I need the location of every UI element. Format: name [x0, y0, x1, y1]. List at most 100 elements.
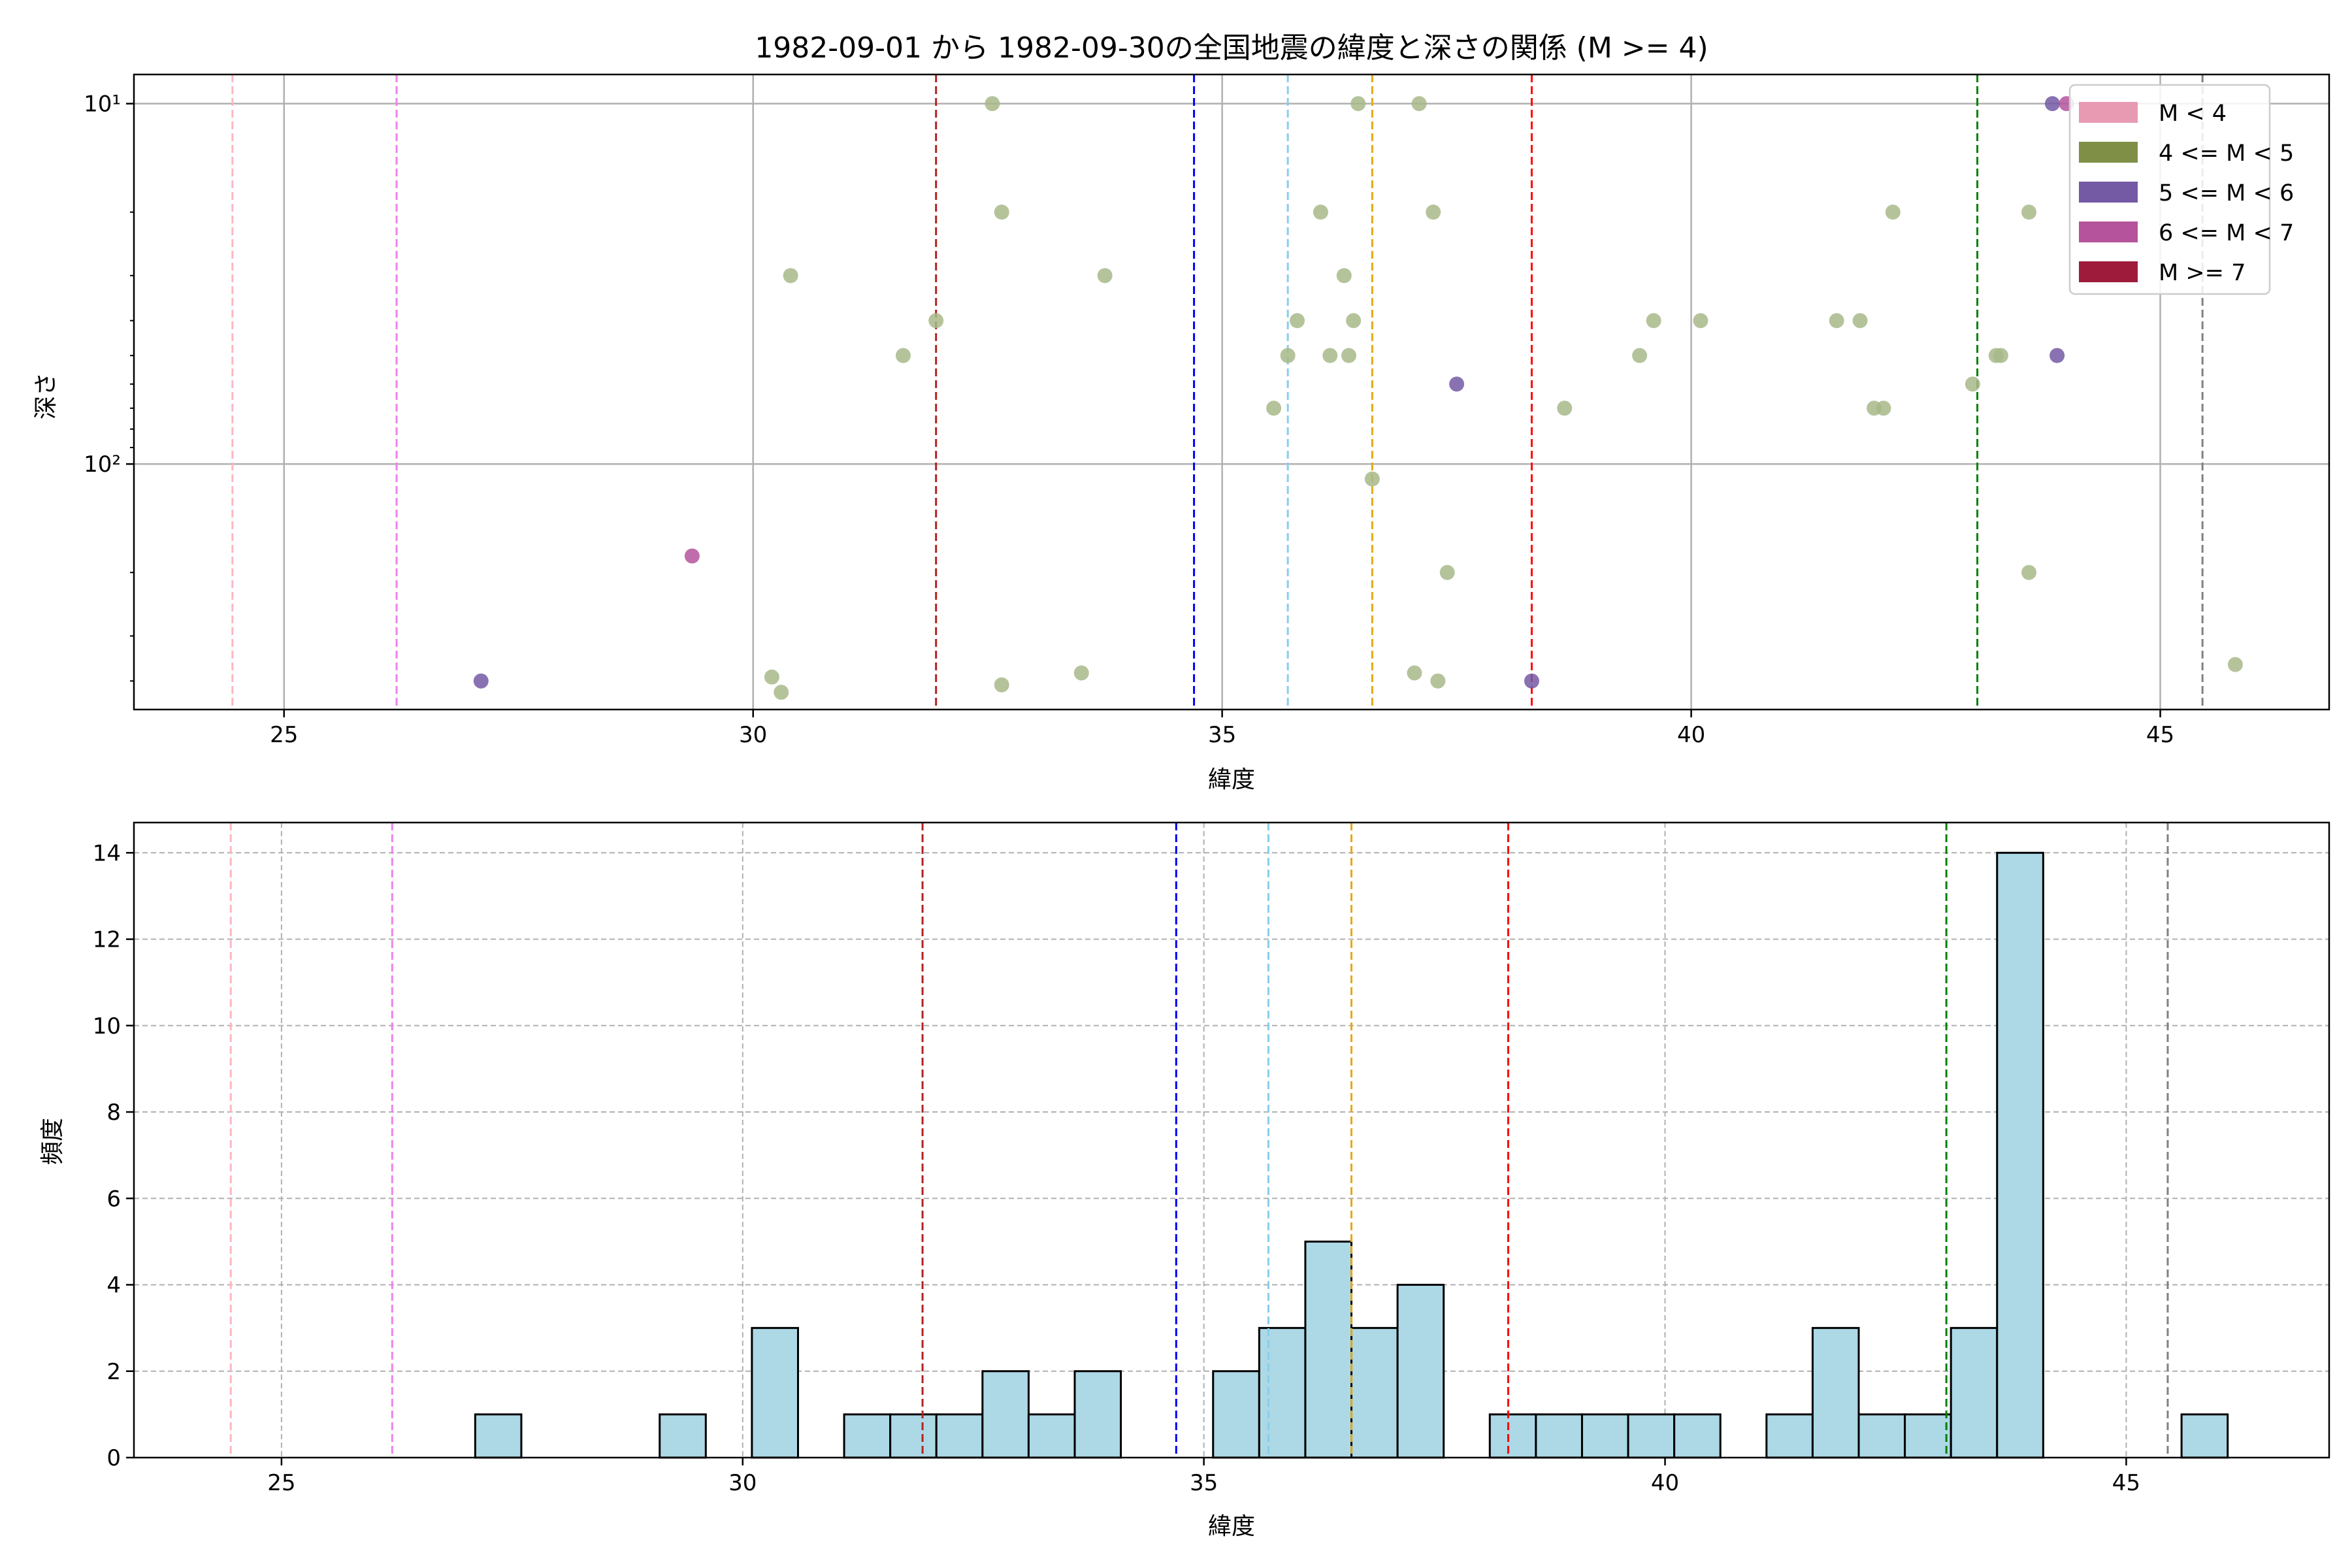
scatter-ylabel: 深さ — [33, 372, 59, 419]
histogram-bar — [1258, 1327, 1307, 1459]
scatter-point — [1693, 313, 1708, 329]
scatter-point — [928, 313, 944, 329]
histogram-bar — [1350, 1327, 1399, 1459]
legend-label: 4 <= M < 5 — [2159, 140, 2294, 167]
histogram-bar — [1580, 1413, 1629, 1459]
scatter-point — [895, 348, 911, 363]
legend-label: 5 <= M < 6 — [2159, 180, 2294, 206]
scatter-point — [1885, 204, 1901, 220]
scatter-point — [1336, 268, 1352, 284]
histogram-axes: 25 30 35 40 45 0 2 4 6 8 10 12 14 — [93, 821, 2330, 1496]
histogram-bar — [1811, 1327, 1860, 1459]
scatter-point — [764, 669, 779, 685]
histogram-ytick-label: 10 — [93, 1013, 121, 1039]
scatter-point — [1965, 376, 1980, 392]
legend-label: M < 4 — [2159, 101, 2227, 127]
scatter-point — [1646, 313, 1661, 329]
scatter-point — [994, 204, 1009, 220]
histogram-bar — [1950, 1327, 1999, 1459]
scatter-point — [994, 677, 1009, 693]
histogram-ylabel: 頻度 — [39, 1118, 66, 1165]
histogram-ytick-label: 12 — [93, 927, 121, 953]
legend-label: 6 <= M < 7 — [2159, 220, 2294, 246]
scatter-point — [1350, 96, 1366, 112]
scatter-point — [1993, 348, 2008, 363]
legend: M < 4 4 <= M < 5 5 <= M < 6 6 <= M < 7 M >= … — [2068, 84, 2294, 295]
histogram-ytick-label: 4 — [106, 1273, 121, 1299]
scatter-axes: 25 30 35 40 45 10¹ 10² — [84, 73, 2330, 748]
legend-swatch — [2079, 182, 2138, 203]
scatter-point — [985, 96, 1000, 112]
scatter-point — [1097, 268, 1113, 284]
scatter-point — [1829, 313, 1844, 329]
histogram-bar — [1673, 1413, 1722, 1459]
histogram-bar — [1304, 1240, 1353, 1459]
scatter-ytick-label: 10¹ — [84, 91, 121, 118]
scatter-point — [1322, 348, 1338, 363]
histogram-bar — [1212, 1370, 1260, 1459]
scatter-point — [1439, 564, 1455, 580]
scatter-xtick-label: 25 — [270, 722, 298, 748]
histogram-bar — [1857, 1413, 1906, 1459]
histogram-xtick-label: 40 — [1651, 1470, 1679, 1496]
histogram-bar — [1073, 1370, 1122, 1459]
histogram-xtick-label: 35 — [1190, 1470, 1218, 1496]
scatter-frame — [133, 73, 2330, 711]
histogram-bar — [1904, 1413, 1952, 1459]
scatter-point — [2044, 96, 2060, 112]
legend-swatch — [2079, 142, 2138, 163]
histogram-xtick-label: 45 — [2112, 1470, 2140, 1496]
histogram-bar — [1488, 1413, 1537, 1459]
scatter-point — [1449, 376, 1465, 392]
scatter-point — [1524, 673, 1539, 689]
histogram-ytick-label: 6 — [106, 1186, 121, 1212]
scatter-point — [1290, 313, 1305, 329]
scatter-point — [1364, 471, 1380, 487]
histogram-bar — [981, 1370, 1030, 1459]
scatter-point — [1073, 665, 1089, 681]
scatter-xtick-label: 45 — [2146, 722, 2174, 748]
histogram-xlabel: 緯度 — [1208, 1513, 1255, 1540]
scatter-point — [1346, 313, 1362, 329]
scatter-point — [1426, 204, 1441, 220]
histogram-bar — [1535, 1413, 1583, 1459]
scatter-point — [1430, 673, 1446, 689]
scatter-point — [1632, 348, 1648, 363]
scatter-point — [783, 268, 798, 284]
scatter-xtick-label: 40 — [1677, 722, 1705, 748]
histogram-ytick-label: 14 — [93, 840, 121, 866]
histogram-bar — [2180, 1413, 2229, 1459]
scatter-point — [1266, 400, 1282, 416]
legend-swatch — [2079, 261, 2138, 282]
legend-label: M >= 7 — [2159, 260, 2246, 286]
chart-title: 1982-09-01 から 1982-09-30の全国地震の緯度と深さの関係 (… — [755, 31, 1708, 65]
scatter-xtick-label: 35 — [1208, 722, 1236, 748]
histogram-bar — [1396, 1284, 1445, 1459]
histogram-bar — [474, 1413, 523, 1459]
scatter-point — [2021, 204, 2037, 220]
histogram-bar — [1627, 1413, 1676, 1459]
scatter-point — [1411, 96, 1427, 112]
histogram-bar — [1765, 1413, 1814, 1459]
scatter-point — [1341, 348, 1356, 363]
histogram-ytick-label: 2 — [106, 1359, 121, 1385]
legend-swatch — [2079, 221, 2138, 242]
histogram-xtick-label: 30 — [728, 1470, 757, 1496]
scatter-point — [1557, 400, 1573, 416]
scatter-ytick-label: 10² — [84, 451, 121, 478]
histogram-bar — [659, 1413, 707, 1459]
scatter-xtick-label: 30 — [739, 722, 767, 748]
scatter-point — [1280, 348, 1296, 363]
scatter-point — [2021, 564, 2037, 580]
legend-swatch — [2079, 102, 2138, 123]
scatter-point — [774, 685, 789, 700]
scatter-xlabel: 緯度 — [1208, 766, 1255, 793]
histogram-bar — [751, 1327, 799, 1459]
histogram-frame — [133, 821, 2330, 1459]
histogram-ytick-label: 8 — [106, 1100, 121, 1126]
histogram-ytick-label: 0 — [106, 1445, 121, 1471]
histogram-bar — [889, 1413, 938, 1459]
scatter-point — [1313, 204, 1328, 220]
scatter-point — [2227, 657, 2243, 672]
